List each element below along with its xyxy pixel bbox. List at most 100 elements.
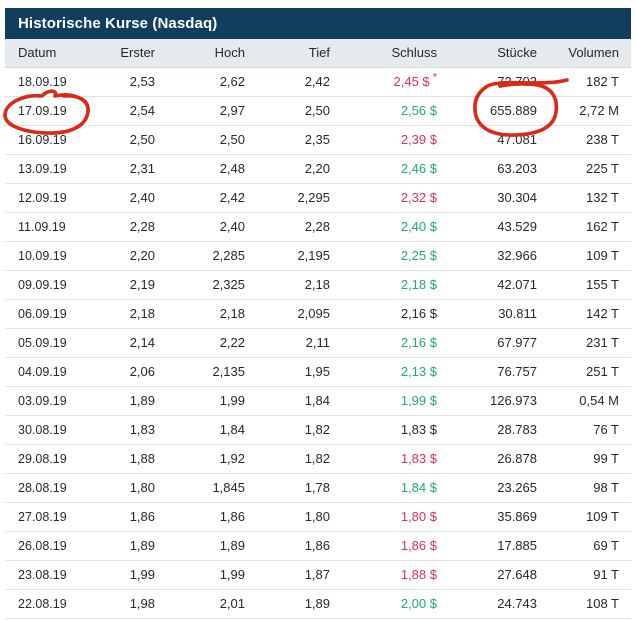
cell-volumen: 225 T — [537, 154, 631, 184]
cell-schluss: 1,83 $ — [330, 444, 437, 474]
widget-title-bar: Historische Kurse (Nasdaq) — [5, 8, 631, 39]
column-header-tief: Tief — [245, 39, 330, 68]
cell-datum: 17.09.19 — [5, 96, 70, 126]
cell-schluss: 1,99 $ — [330, 386, 437, 416]
cell-datum: 04.09.19 — [5, 357, 70, 387]
cell-datum: 22.08.19 — [5, 589, 70, 619]
cell-volumen: 98 T — [537, 473, 631, 503]
cell-stuecke: 655.889 — [437, 96, 537, 126]
table-body: 18.09.19 2,53 2,62 2,42 2,45 $ * 72.703 … — [5, 67, 631, 619]
cell-volumen: 91 T — [537, 560, 631, 590]
table-row: 17.09.19 2,54 2,97 2,50 2,56 $ 655.889 2… — [5, 96, 631, 126]
cell-tief: 1,87 — [245, 560, 330, 590]
cell-datum: 06.09.19 — [5, 299, 70, 329]
cell-hoch: 1,99 — [155, 386, 245, 416]
cell-erster: 2,20 — [70, 241, 155, 271]
table-row: 10.09.19 2,20 2,285 2,195 2,25 $ 32.966 … — [5, 241, 631, 271]
cell-tief: 2,35 — [245, 125, 330, 155]
cell-volumen: 251 T — [537, 357, 631, 387]
cell-stuecke: 42.071 — [437, 270, 537, 300]
table-row: 09.09.19 2,19 2,325 2,18 2,18 $ 42.071 1… — [5, 270, 631, 300]
table-header-row: Datum Erster Hoch Tief Schluss Stücke Vo… — [5, 39, 631, 68]
cell-erster: 1,80 — [70, 473, 155, 503]
cell-volumen: 109 T — [537, 241, 631, 271]
cell-hoch: 1,86 — [155, 502, 245, 532]
table-row: 22.08.19 1,98 2,01 1,89 2,00 $ 24.743 10… — [5, 589, 631, 619]
cell-datum: 09.09.19 — [5, 270, 70, 300]
table-row: 28.08.19 1,80 1,845 1,78 1,84 $ 23.265 9… — [5, 473, 631, 503]
cell-schluss: 2,13 $ — [330, 357, 437, 387]
cell-stuecke: 23.265 — [437, 473, 537, 503]
column-header-volumen: Volumen — [537, 39, 631, 68]
cell-erster: 2,19 — [70, 270, 155, 300]
cell-hoch: 2,285 — [155, 241, 245, 271]
cell-stuecke: 24.743 — [437, 589, 537, 619]
schluss-footnote-asterisk: * — [429, 71, 437, 84]
cell-stuecke: 67.977 — [437, 328, 537, 358]
column-header-erster: Erster — [70, 39, 155, 68]
cell-datum: 27.08.19 — [5, 502, 70, 532]
cell-tief: 2,50 — [245, 96, 330, 126]
cell-tief: 2,42 — [245, 67, 330, 97]
cell-schluss: 1,86 $ — [330, 531, 437, 561]
cell-erster: 2,54 — [70, 96, 155, 126]
cell-stuecke: 30.811 — [437, 299, 537, 329]
column-header-datum: Datum — [5, 39, 70, 68]
historical-prices-widget: Historische Kurse (Nasdaq) Datum Erster … — [5, 8, 631, 619]
cell-volumen: 231 T — [537, 328, 631, 358]
cell-schluss: 2,18 $ — [330, 270, 437, 300]
cell-erster: 2,06 — [70, 357, 155, 387]
cell-volumen: 0,54 M — [537, 386, 631, 416]
cell-schluss: 2,45 $ * — [330, 67, 437, 97]
cell-schluss: 1,88 $ — [330, 560, 437, 590]
column-header-schluss: Schluss — [330, 39, 437, 68]
table-row: 27.08.19 1,86 1,86 1,80 1,80 $ 35.869 10… — [5, 502, 631, 532]
cell-tief: 1,95 — [245, 357, 330, 387]
cell-schluss: 2,16 $ — [330, 299, 437, 329]
table-row: 12.09.19 2,40 2,42 2,295 2,32 $ 30.304 1… — [5, 183, 631, 213]
cell-volumen: 132 T — [537, 183, 631, 213]
cell-hoch: 2,135 — [155, 357, 245, 387]
cell-stuecke: 35.869 — [437, 502, 537, 532]
cell-erster: 1,89 — [70, 531, 155, 561]
cell-tief: 2,11 — [245, 328, 330, 358]
cell-stuecke: 27.648 — [437, 560, 537, 590]
cell-datum: 11.09.19 — [5, 212, 70, 242]
cell-hoch: 2,42 — [155, 183, 245, 213]
cell-datum: 05.09.19 — [5, 328, 70, 358]
table-header: Datum Erster Hoch Tief Schluss Stücke Vo… — [5, 39, 631, 68]
cell-tief: 1,80 — [245, 502, 330, 532]
table-row: 29.08.19 1,88 1,92 1,82 1,83 $ 26.878 99… — [5, 444, 631, 474]
cell-schluss: 1,84 $ — [330, 473, 437, 503]
cell-erster: 2,50 — [70, 125, 155, 155]
cell-volumen: 108 T — [537, 589, 631, 619]
cell-stuecke: 63.203 — [437, 154, 537, 184]
cell-hoch: 2,22 — [155, 328, 245, 358]
cell-hoch: 2,48 — [155, 154, 245, 184]
cell-stuecke: 26.878 — [437, 444, 537, 474]
cell-stuecke: 28.783 — [437, 415, 537, 445]
cell-hoch: 2,18 — [155, 299, 245, 329]
cell-hoch: 1,92 — [155, 444, 245, 474]
cell-stuecke: 17.885 — [437, 531, 537, 561]
table-row: 30.08.19 1,83 1,84 1,82 1,83 $ 28.783 76… — [5, 415, 631, 445]
table-row: 11.09.19 2,28 2,40 2,28 2,40 $ 43.529 16… — [5, 212, 631, 242]
cell-tief: 1,82 — [245, 415, 330, 445]
cell-erster: 1,83 — [70, 415, 155, 445]
cell-datum: 30.08.19 — [5, 415, 70, 445]
cell-erster: 2,28 — [70, 212, 155, 242]
cell-volumen: 76 T — [537, 415, 631, 445]
table-row: 04.09.19 2,06 2,135 1,95 2,13 $ 76.757 2… — [5, 357, 631, 387]
cell-tief: 2,295 — [245, 183, 330, 213]
cell-tief: 1,89 — [245, 589, 330, 619]
cell-hoch: 2,97 — [155, 96, 245, 126]
cell-hoch: 1,84 — [155, 415, 245, 445]
cell-stuecke: 30.304 — [437, 183, 537, 213]
cell-datum: 03.09.19 — [5, 386, 70, 416]
cell-schluss: 2,39 $ — [330, 125, 437, 155]
table-row: 13.09.19 2,31 2,48 2,20 2,46 $ 63.203 22… — [5, 154, 631, 184]
cell-schluss: 1,80 $ — [330, 502, 437, 532]
table-row: 05.09.19 2,14 2,22 2,11 2,16 $ 67.977 23… — [5, 328, 631, 358]
cell-tief: 1,82 — [245, 444, 330, 474]
